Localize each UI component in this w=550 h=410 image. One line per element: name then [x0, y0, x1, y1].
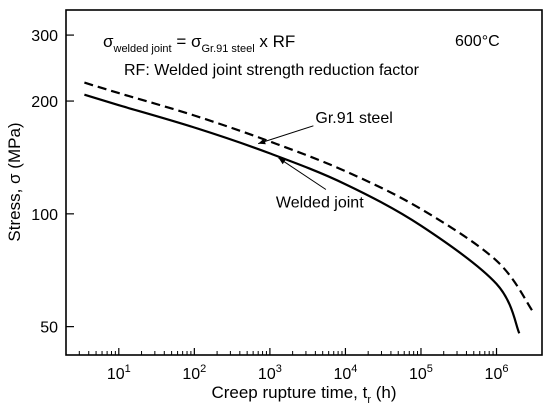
x-tick-label: 105	[409, 363, 433, 383]
y-tick-label: 50	[40, 320, 58, 337]
y-tick-label: 300	[31, 28, 58, 45]
equation-lhs: σ	[103, 32, 114, 51]
temperature-label: 600°C	[455, 33, 500, 50]
annotations: σwelded joint = σGr.91 steel x RF RF: We…	[103, 32, 500, 212]
y-tick-label: 200	[31, 94, 58, 111]
x-axis-title-main: Creep rupture time, t	[211, 383, 367, 402]
x-tick-label: 101	[107, 363, 131, 383]
equation: σwelded joint = σGr.91 steel x RF	[103, 32, 295, 55]
welded-arrow-head	[278, 157, 286, 165]
equation-lhs-sub: welded joint	[113, 43, 172, 55]
gr91-label-arrow	[258, 125, 314, 145]
x-tick-label: 104	[333, 363, 357, 383]
equation-tail: x RF	[255, 32, 296, 51]
equation-rhs: σ	[191, 32, 202, 51]
welded-label-arrow	[278, 157, 327, 190]
equation-rhs-sub: Gr.91 steel	[201, 43, 254, 55]
x-axis-title-tail: (h)	[371, 383, 397, 402]
plot-frame	[65, 9, 543, 356]
gr91-steel-line	[84, 81, 534, 312]
x-axis-title-sub: r	[367, 394, 371, 406]
axis-ticks: 101 102 103 104 105 106 50 100 200 300	[31, 28, 508, 383]
gr91-arrow-head	[258, 138, 266, 145]
equation-op: =	[172, 32, 191, 51]
welded-series-label: Welded joint	[276, 195, 364, 212]
x-tick-label: 102	[182, 363, 206, 383]
x-tick-label: 106	[485, 363, 509, 383]
y-axis-title: Stress, σ (MPa)	[5, 122, 24, 241]
gr91-series-label: Gr.91 steel	[315, 110, 392, 127]
welded-joint-line	[84, 93, 521, 334]
series-lines	[84, 81, 534, 334]
rf-note: RF: Welded joint strength reduction fact…	[124, 62, 420, 79]
x-axis-title: Creep rupture time, tr (h)	[211, 383, 396, 406]
y-tick-label: 100	[31, 207, 58, 224]
x-tick-label: 103	[258, 363, 282, 383]
